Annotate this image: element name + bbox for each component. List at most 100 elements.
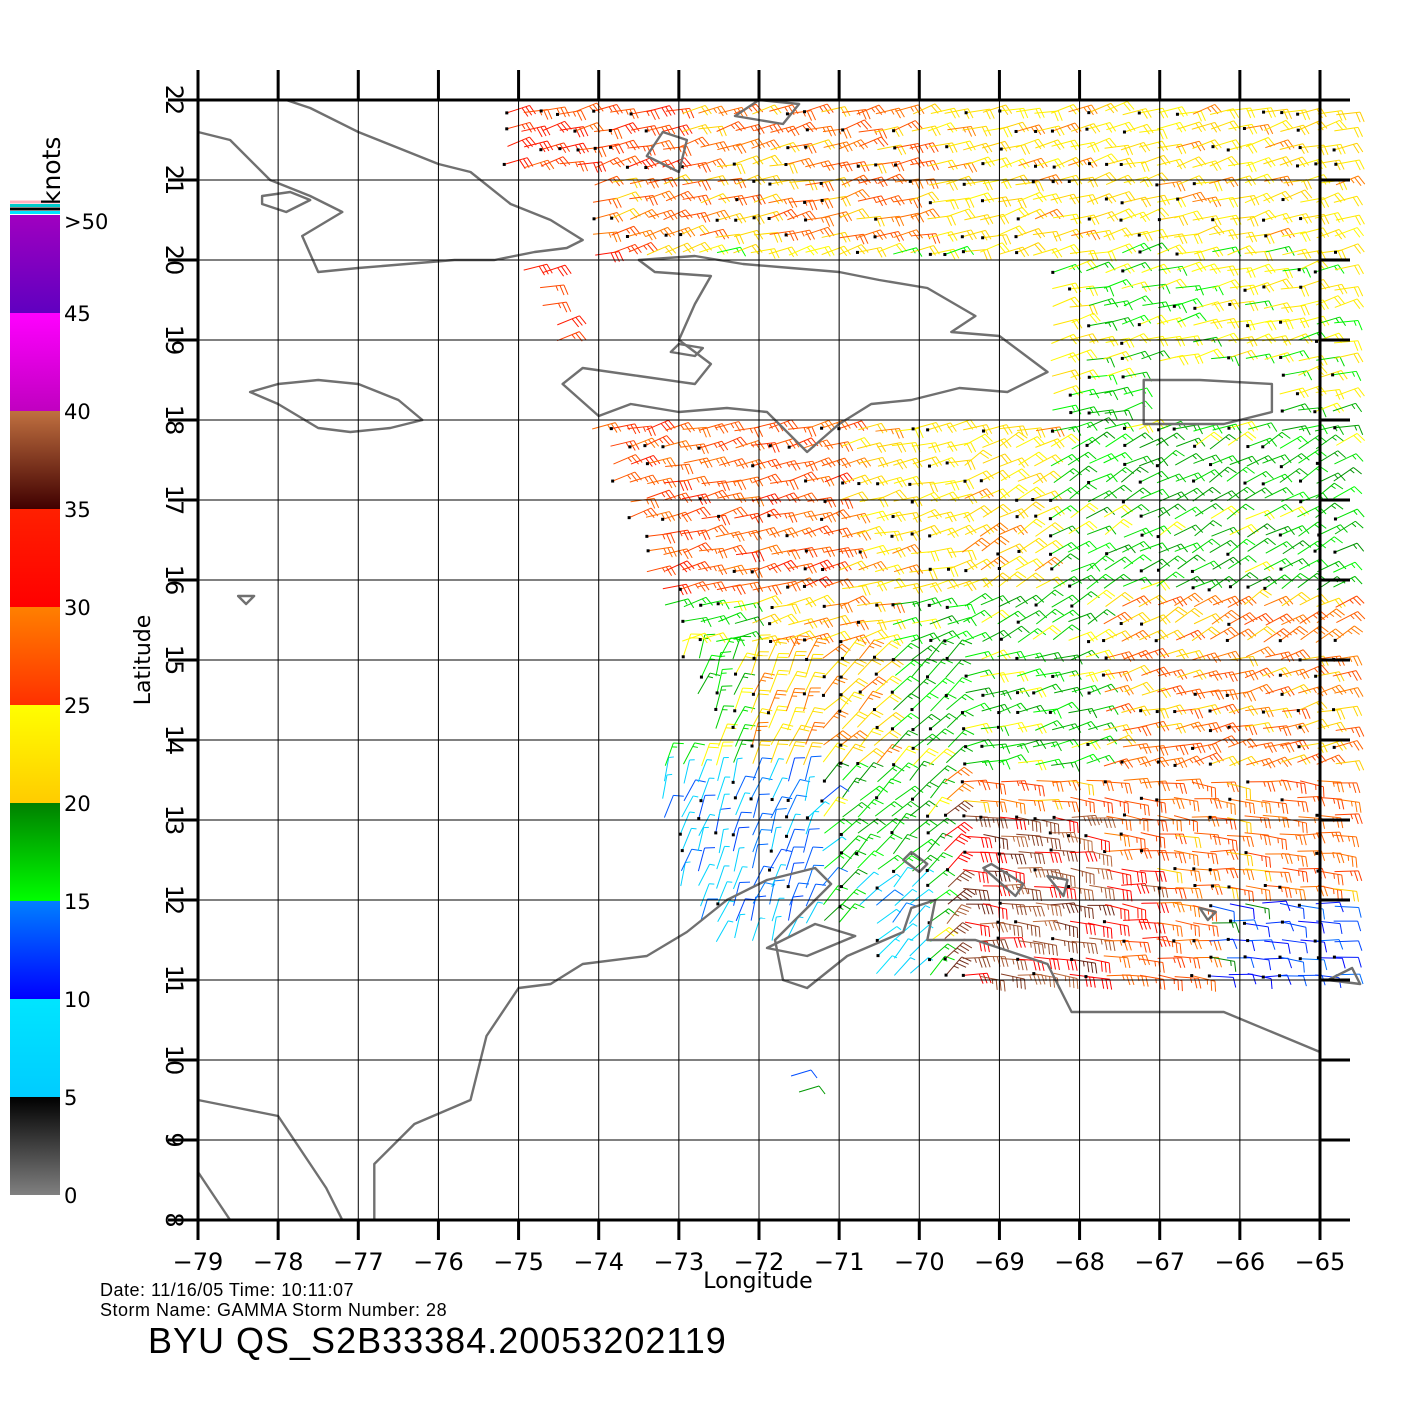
wind-barb	[1174, 234, 1202, 244]
wind-barb	[716, 234, 744, 244]
wind-barb	[1001, 959, 1027, 971]
rain-flag-marker	[717, 515, 720, 518]
wind-barb	[1070, 797, 1094, 813]
wind-barb	[734, 603, 762, 612]
wind-barb	[1178, 313, 1207, 322]
wind-barb	[1105, 850, 1133, 860]
rain-flag-marker	[963, 183, 966, 186]
rain-flag-marker	[1102, 639, 1105, 642]
rain-flag-marker	[700, 676, 703, 679]
rain-flag-marker	[876, 726, 879, 729]
rain-flag-marker	[912, 427, 915, 430]
rain-flag-marker	[945, 145, 948, 148]
coastline-gonave	[671, 344, 703, 356]
rain-flag-marker	[873, 656, 876, 659]
wind-barb	[912, 234, 940, 244]
wind-barb	[1298, 365, 1327, 375]
rain-flag-marker	[1172, 939, 1175, 942]
rain-flag-marker	[751, 744, 754, 747]
wind-barb	[894, 198, 922, 208]
wind-barb	[1106, 592, 1134, 606]
wind-barb	[753, 830, 772, 852]
coastline-panama	[198, 1100, 342, 1220]
rain-flag-marker	[927, 831, 930, 834]
rain-flag-marker	[961, 780, 964, 783]
wind-barb	[611, 441, 640, 451]
rain-flag-marker	[503, 163, 506, 166]
rain-flag-marker	[929, 568, 932, 571]
wind-barb	[733, 636, 751, 659]
rain-flag-marker	[1281, 693, 1284, 696]
wind-barb	[1017, 487, 1045, 500]
rain-flag-marker	[645, 129, 648, 132]
wind-barb	[702, 210, 731, 220]
rain-flag-marker	[1123, 131, 1126, 134]
wind-barb	[1209, 939, 1237, 949]
wind-barb	[1139, 959, 1164, 973]
rain-flag-marker	[699, 604, 702, 607]
wind-barb	[1159, 216, 1187, 226]
wind-barb	[1280, 436, 1308, 448]
rain-flag-marker	[892, 515, 895, 518]
wind-barb	[859, 177, 888, 187]
wind-barb	[1228, 144, 1257, 154]
wind-barb	[1266, 921, 1294, 931]
rain-flag-marker	[785, 815, 788, 818]
wind-barb	[1266, 614, 1295, 625]
wind-barb	[1333, 783, 1360, 793]
wind-barb	[945, 767, 973, 781]
y-axis-label: Latitude	[131, 615, 156, 706]
wind-barb	[893, 248, 922, 257]
wind-barb	[911, 246, 940, 256]
wind-barb	[701, 142, 730, 152]
wind-barb	[1140, 648, 1169, 658]
wind-barb	[983, 504, 1011, 517]
wind-barb	[1157, 159, 1186, 169]
wind-barb	[912, 870, 934, 887]
wind-barb	[683, 617, 711, 626]
wind-barb	[1035, 540, 1063, 553]
wind-barb	[665, 561, 694, 572]
wind-barb	[1210, 540, 1238, 552]
wind-barb	[1122, 315, 1151, 324]
wind-barb	[1139, 108, 1167, 118]
wind-barb	[964, 578, 993, 588]
wind-barb	[1157, 923, 1182, 937]
wind-barb	[822, 458, 851, 468]
wind-barb	[1053, 319, 1082, 329]
wind-barb	[787, 528, 816, 538]
y-tick-label: 19	[160, 325, 188, 356]
wind-barb	[1050, 702, 1079, 712]
rain-flag-marker	[1051, 937, 1054, 940]
rain-flag-marker	[1034, 130, 1037, 133]
wind-barb	[717, 247, 746, 256]
rain-flag-marker	[961, 235, 964, 238]
wind-barb	[1210, 704, 1239, 714]
rain-flag-marker	[981, 236, 984, 239]
wind-barb	[980, 922, 1008, 932]
colorbar-bin-45	[10, 215, 60, 313]
wind-barb	[823, 644, 851, 658]
wind-barb	[1123, 577, 1152, 586]
wind-barb	[1104, 505, 1132, 517]
wind-barb	[1333, 403, 1362, 412]
wind-barb	[1282, 592, 1310, 606]
rain-flag-marker	[1120, 342, 1123, 345]
rain-flag-marker	[1315, 814, 1318, 817]
wind-barb	[1263, 474, 1292, 484]
wind-barb	[965, 922, 990, 937]
rain-flag-marker	[1120, 163, 1123, 166]
wind-barb	[1089, 321, 1117, 330]
wind-barb	[806, 476, 834, 486]
rain-flag-marker	[1191, 570, 1194, 573]
wind-barb	[1035, 836, 1060, 849]
rain-flag-marker	[805, 549, 808, 552]
rain-flag-marker	[1014, 920, 1017, 923]
wind-barb	[1210, 756, 1239, 766]
wind-barb	[980, 781, 1006, 794]
wind-barb	[964, 506, 992, 518]
wind-barb	[874, 641, 900, 658]
rain-flag-marker	[1229, 920, 1232, 923]
wind-barb	[1105, 905, 1129, 921]
